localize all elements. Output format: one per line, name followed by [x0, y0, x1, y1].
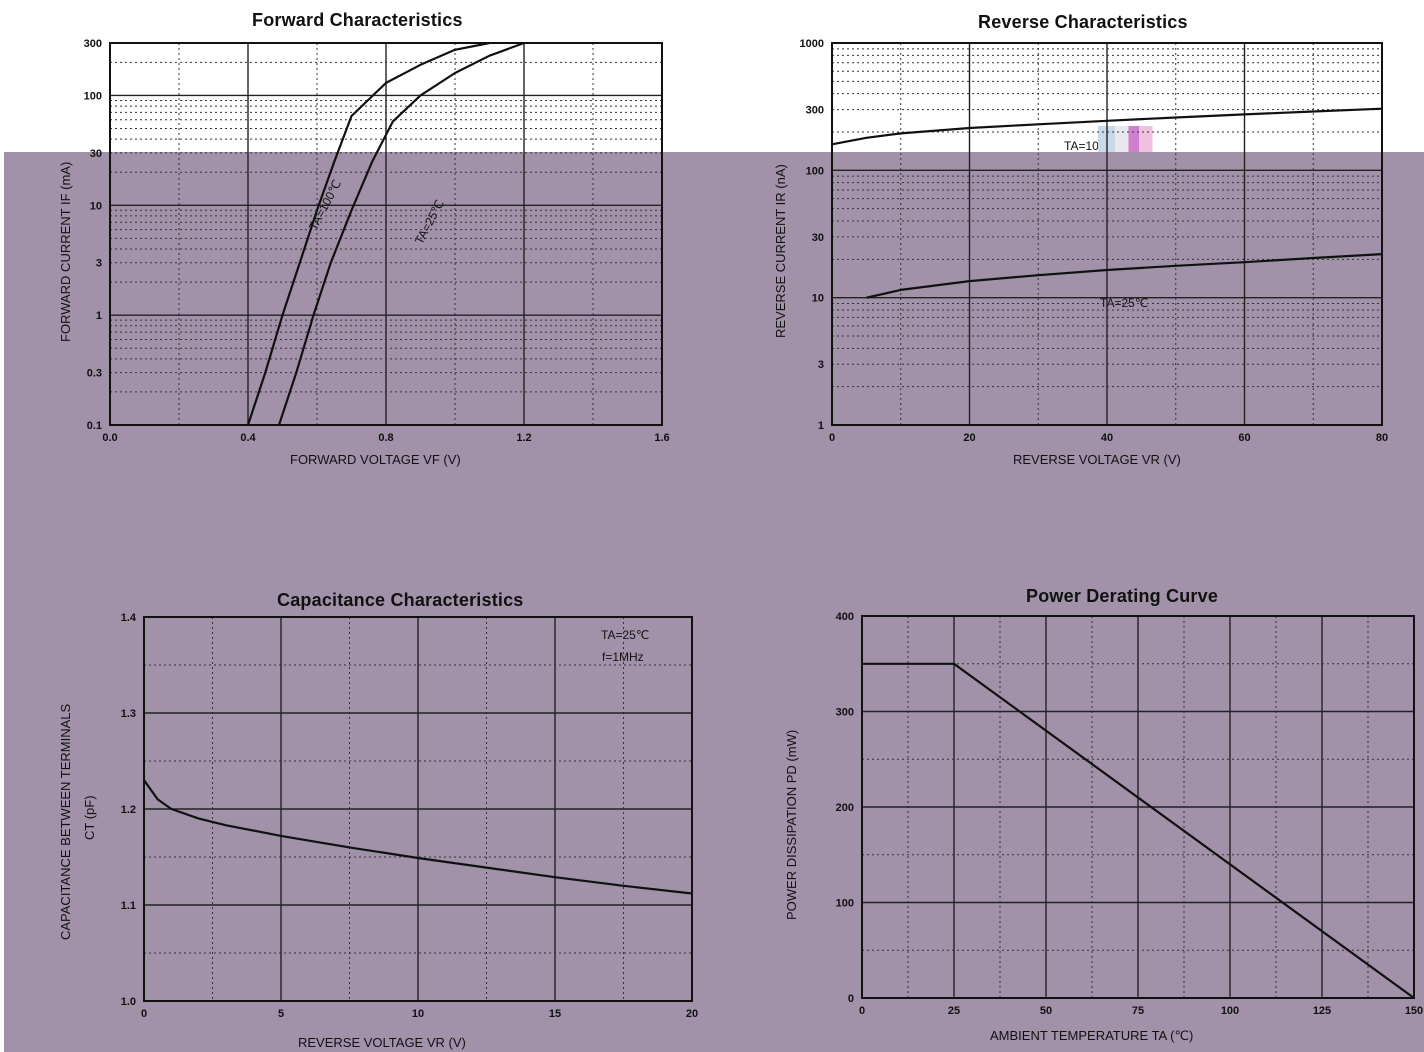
- y-tick-label: 100: [836, 898, 854, 910]
- y-tick-label: 10: [812, 293, 824, 305]
- plot-frame: [831, 42, 1383, 426]
- y-tick-label: 1.3: [121, 708, 136, 720]
- x-tick-label: 40: [1101, 432, 1113, 444]
- y-tick-label: 10: [90, 200, 102, 212]
- x-tick-label: 20: [963, 432, 975, 444]
- y-tick-label: 0.1: [87, 420, 102, 432]
- forward-chart-title: Forward Characteristics: [252, 10, 463, 30]
- y-tick-label: 300: [806, 105, 824, 117]
- y-tick-label: 100: [806, 165, 824, 177]
- capacitance-label-temp: TA=25℃: [601, 628, 650, 642]
- x-tick-label: 1.2: [516, 432, 531, 444]
- series-line-0: [246, 41, 490, 426]
- y-tick-label: 1.2: [121, 804, 136, 816]
- series-line-1: [277, 41, 525, 426]
- x-tick-label: 150: [1405, 1005, 1423, 1017]
- x-tick-label: 0: [829, 432, 835, 444]
- y-tick-label: 0: [848, 993, 854, 1005]
- y-tick-label: 1.1: [121, 900, 136, 912]
- x-tick-label: 50: [1040, 1005, 1052, 1017]
- x-tick-label: 80: [1376, 432, 1388, 444]
- x-tick-label: 0.0: [102, 432, 117, 444]
- plot-frame: [109, 42, 663, 426]
- capacitance-label-freq: f=1MHz: [602, 650, 644, 664]
- image-artifact: [1098, 126, 1166, 152]
- y-tick-label: 400: [836, 611, 854, 623]
- y-tick-label: 1.0: [121, 996, 136, 1008]
- reverse-chart-title: Reverse Characteristics: [978, 12, 1188, 32]
- y-tick-label: 1.4: [121, 612, 137, 624]
- x-tick-label: 5: [278, 1008, 284, 1020]
- x-tick-label: 0.8: [378, 432, 393, 444]
- series-line-0: [862, 662, 1415, 999]
- plot-frame: [861, 615, 1415, 999]
- capacitance-x-axis-label: REVERSE VOLTAGE VR (V): [298, 1035, 466, 1050]
- x-tick-label: 20: [686, 1008, 698, 1020]
- forward-x-axis-label: FORWARD VOLTAGE VF (V): [290, 452, 461, 467]
- x-tick-label: 125: [1313, 1005, 1331, 1017]
- y-tick-label: 200: [836, 802, 854, 814]
- reverse-label-25c: TA=25℃: [1100, 296, 1149, 310]
- series-line-0: [143, 779, 693, 895]
- x-tick-label: 0: [141, 1008, 147, 1020]
- series-line-0: [831, 107, 1383, 146]
- plot-frame: [143, 616, 693, 1002]
- series-line-1: [866, 253, 1383, 299]
- x-tick-label: 10: [412, 1008, 424, 1020]
- y-tick-label: 3: [818, 359, 824, 371]
- y-tick-label: 1: [818, 420, 824, 432]
- y-tick-label: 30: [812, 232, 824, 244]
- y-tick-label: 300: [836, 707, 854, 719]
- x-tick-label: 25: [948, 1005, 960, 1017]
- power-chart-title: Power Derating Curve: [1026, 586, 1219, 606]
- reverse-x-axis-label: REVERSE VOLTAGE VR (V): [1013, 452, 1181, 467]
- x-tick-label: 15: [549, 1008, 561, 1020]
- y-tick-label: 3: [96, 258, 102, 270]
- y-tick-label: 30: [90, 148, 102, 160]
- x-tick-label: 1.6: [654, 432, 669, 444]
- x-tick-label: 100: [1221, 1005, 1239, 1017]
- x-tick-label: 75: [1132, 1005, 1144, 1017]
- y-tick-label: 300: [84, 38, 102, 50]
- y-tick-label: 100: [84, 90, 102, 102]
- y-tick-label: 1: [96, 310, 102, 322]
- y-tick-label: 0.3: [87, 368, 102, 380]
- capacitance-chart-title: Capacitance Characteristics: [277, 590, 524, 610]
- x-tick-label: 60: [1238, 432, 1250, 444]
- x-tick-label: 0: [859, 1005, 865, 1017]
- y-tick-label: 1000: [800, 38, 824, 50]
- power-x-axis-label: AMBIENT TEMPERATURE TA (℃): [990, 1028, 1194, 1043]
- x-tick-label: 0.4: [240, 432, 256, 444]
